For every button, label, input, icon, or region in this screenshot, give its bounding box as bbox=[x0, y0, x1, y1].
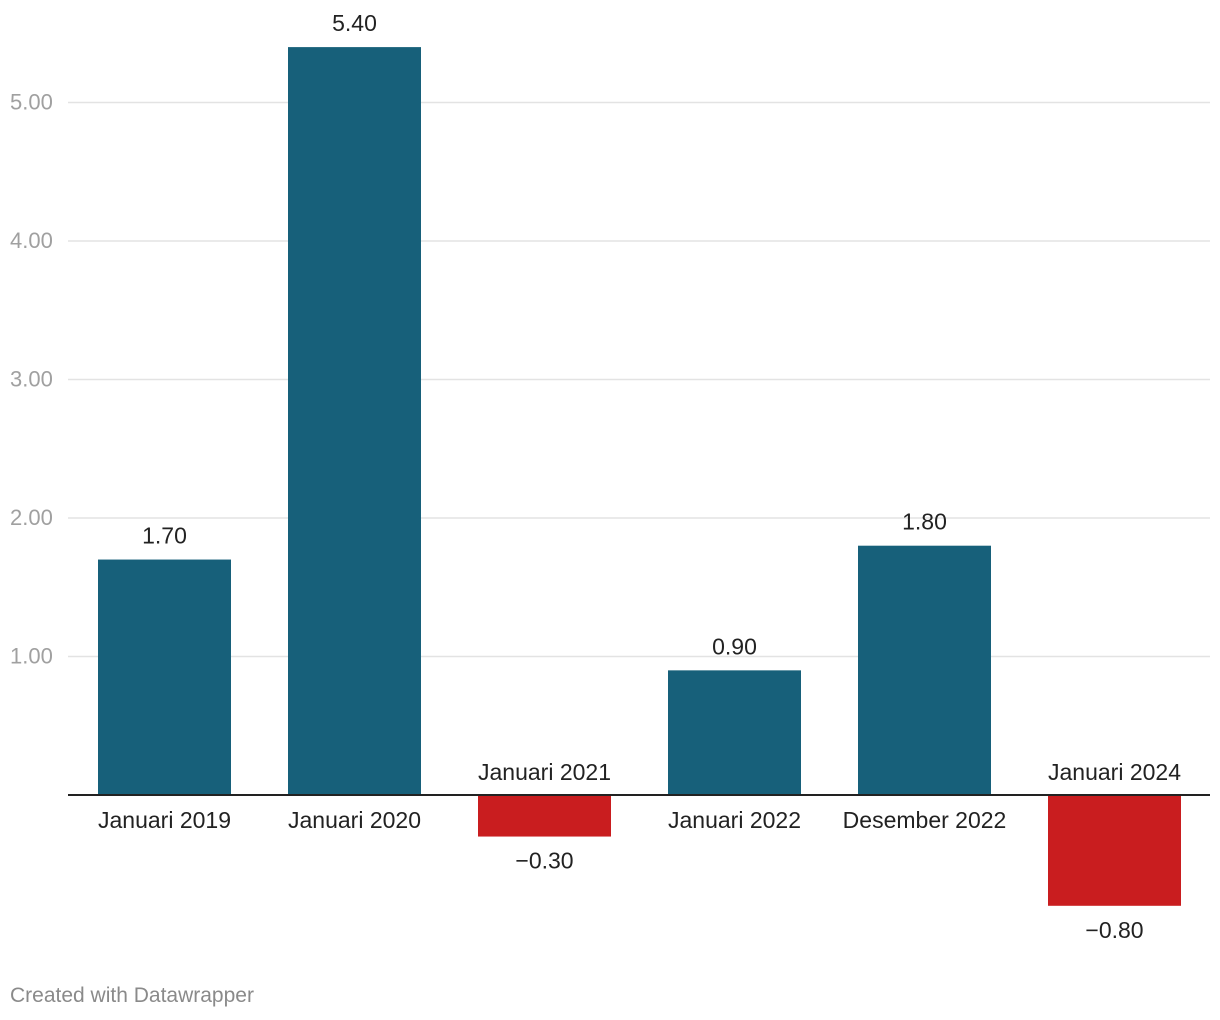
bar bbox=[288, 47, 421, 796]
category-label: Januari 2020 bbox=[288, 807, 421, 833]
y-tick-label: 5.00 bbox=[10, 90, 53, 115]
category-label: Januari 2021 bbox=[478, 759, 611, 785]
value-label: 1.80 bbox=[902, 509, 947, 535]
y-tick-label: 4.00 bbox=[10, 228, 53, 253]
value-label: 5.40 bbox=[332, 10, 377, 36]
bar bbox=[668, 670, 801, 795]
y-tick-label: 3.00 bbox=[10, 367, 53, 392]
bar bbox=[858, 545, 991, 795]
category-label: Januari 2022 bbox=[668, 807, 801, 833]
bars bbox=[98, 47, 1181, 906]
value-label: 1.70 bbox=[142, 523, 187, 549]
category-label: Januari 2024 bbox=[1048, 759, 1181, 785]
value-label: −0.80 bbox=[1085, 917, 1143, 943]
bar bbox=[98, 559, 231, 795]
bar bbox=[478, 795, 611, 837]
category-label: Desember 2022 bbox=[843, 807, 1007, 833]
y-tick-label: 1.00 bbox=[10, 644, 53, 669]
y-axis-tick-labels: 1.00 2.00 3.00 4.00 5.00 bbox=[10, 90, 53, 669]
labels: 1.70 Januari 2019 5.40 Januari 2020 −0.30 Jan… bbox=[98, 10, 1181, 943]
value-label: −0.30 bbox=[515, 848, 573, 874]
gridlines bbox=[68, 101, 1210, 658]
credit-text: Created with Datawrapper bbox=[10, 984, 254, 1007]
y-tick-label: 2.00 bbox=[10, 505, 53, 530]
value-label: 0.90 bbox=[712, 633, 757, 659]
bar bbox=[1048, 795, 1181, 906]
category-label: Januari 2019 bbox=[98, 807, 231, 833]
